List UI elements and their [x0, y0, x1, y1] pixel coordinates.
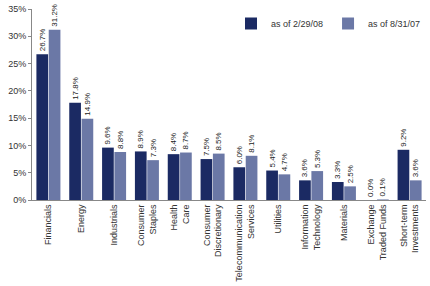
svg-text:8.5%: 8.5%: [214, 132, 223, 150]
svg-text:17.8%: 17.8%: [71, 77, 80, 100]
svg-text:ConsumerStaples: ConsumerStaples: [136, 204, 158, 246]
svg-text:TelecommunicationServices: TelecommunicationServices: [234, 204, 256, 282]
svg-text:7.3%: 7.3%: [149, 139, 158, 157]
svg-text:8.1%: 8.1%: [247, 135, 256, 153]
svg-text:Utilities: Utilities: [273, 204, 283, 234]
svg-text:5.3%: 5.3%: [313, 150, 322, 168]
svg-text:Energy: Energy: [76, 204, 86, 233]
svg-text:0%: 0%: [13, 195, 26, 205]
svg-text:7.5%: 7.5%: [202, 138, 211, 156]
svg-text:as of 2/29/08: as of 2/29/08: [271, 19, 323, 29]
svg-text:31.2%: 31.2%: [50, 4, 59, 27]
svg-text:Financials: Financials: [43, 204, 53, 245]
svg-text:ConsumerDiscretionary: ConsumerDiscretionary: [202, 204, 224, 257]
svg-text:8.9%: 8.9%: [136, 130, 145, 148]
svg-text:25%: 25%: [8, 59, 26, 69]
svg-text:20%: 20%: [8, 86, 26, 96]
svg-text:26.7%: 26.7%: [38, 29, 47, 52]
svg-text:9.2%: 9.2%: [399, 129, 408, 147]
svg-text:30%: 30%: [8, 31, 26, 41]
svg-text:5%: 5%: [13, 168, 26, 178]
svg-text:as of 8/31/07: as of 8/31/07: [368, 19, 420, 29]
svg-text:10%: 10%: [8, 141, 26, 151]
svg-text:9.6%: 9.6%: [103, 126, 112, 144]
svg-text:0.1%: 0.1%: [378, 178, 387, 196]
svg-text:14.9%: 14.9%: [83, 93, 92, 116]
svg-text:8.7%: 8.7%: [181, 131, 190, 149]
svg-text:8.8%: 8.8%: [116, 131, 125, 149]
svg-text:ExchangeTraded Funds: ExchangeTraded Funds: [366, 204, 388, 260]
svg-text:35%: 35%: [8, 4, 26, 14]
svg-text:Industrials: Industrials: [109, 204, 119, 246]
svg-text:InformationTechnology: InformationTechnology: [300, 204, 322, 250]
svg-text:Materials: Materials: [339, 204, 349, 241]
svg-text:HealthCare: HealthCare: [169, 205, 191, 231]
svg-text:3.3%: 3.3%: [333, 161, 342, 179]
svg-text:4.7%: 4.7%: [280, 153, 289, 171]
svg-text:3.6%: 3.6%: [411, 159, 420, 177]
svg-text:5.4%: 5.4%: [268, 149, 277, 167]
svg-text:8.4%: 8.4%: [169, 133, 178, 151]
svg-text:2.5%: 2.5%: [346, 165, 355, 183]
svg-text:3.6%: 3.6%: [300, 159, 309, 177]
svg-text:15%: 15%: [8, 113, 26, 123]
svg-text:6.0%: 6.0%: [235, 146, 244, 164]
svg-text:0.0%: 0.0%: [366, 179, 375, 197]
svg-text:Short-termInvestments: Short-termInvestments: [399, 204, 421, 253]
